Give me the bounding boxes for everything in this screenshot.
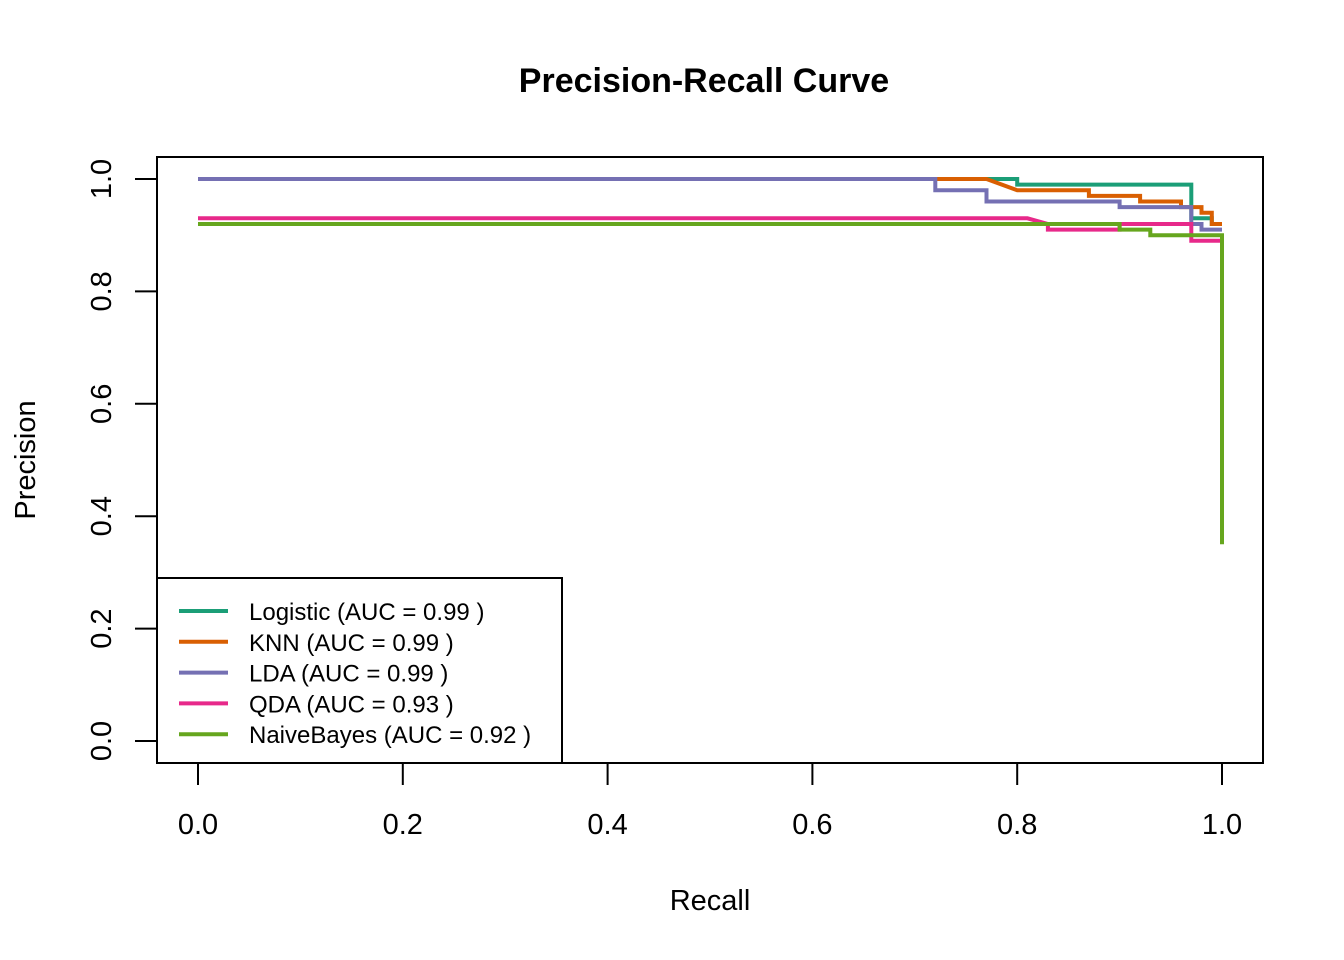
legend-label: NaiveBayes (AUC = 0.92 ) — [249, 722, 531, 749]
x-axis-title: Recall — [670, 885, 751, 917]
y-tick-label: 0.6 — [86, 384, 118, 424]
legend: Logistic (AUC = 0.99 ) KNN (AUC = 0.99 ) L… — [156, 577, 563, 764]
x-tick-label: 0.0 — [178, 809, 218, 841]
x-tick-label: 0.2 — [383, 809, 423, 841]
chart-title: Precision-Recall Curve — [519, 62, 889, 100]
series-line-naivebayes — [198, 222, 1224, 545]
y-tick-label: 0.2 — [86, 608, 118, 648]
x-tick-label: 0.4 — [587, 809, 627, 841]
series-line-knn — [935, 177, 1222, 226]
x-tick-label: 0.6 — [792, 809, 832, 841]
series-line-lda — [198, 177, 1222, 232]
legend-label: Logistic (AUC = 0.99 ) — [249, 599, 484, 626]
y-tick-label: 0.8 — [86, 271, 118, 311]
legend-label: QDA (AUC = 0.93 ) — [249, 691, 454, 718]
x-tick-label: 0.8 — [997, 809, 1037, 841]
y-tick-label: 0.0 — [86, 721, 118, 761]
y-tick-label: 0.4 — [86, 496, 118, 536]
legend-label: KNN (AUC = 0.99 ) — [249, 630, 454, 657]
x-tick-label: 1.0 — [1202, 809, 1242, 841]
series-layer — [198, 177, 1224, 545]
y-axis-title: Precision — [10, 400, 42, 519]
legend-label: LDA (AUC = 0.99 ) — [249, 661, 448, 688]
y-tick-label: 1.0 — [86, 159, 118, 199]
legend-box — [156, 577, 563, 764]
